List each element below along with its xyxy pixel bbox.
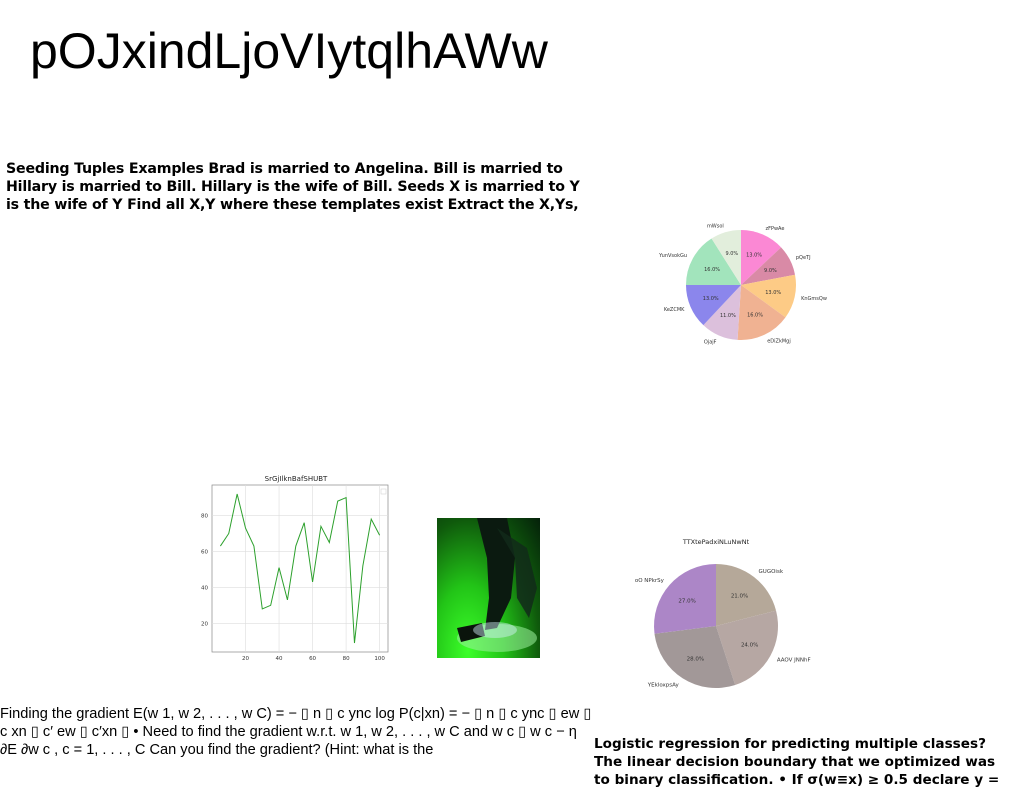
pie1-pct-label: 13.0% — [703, 296, 719, 302]
x-tick-label: 80 — [343, 656, 350, 662]
pie2-pct-label: 27.0% — [678, 599, 695, 605]
pie2-legend-label: AAOV JNNhF — [777, 657, 811, 663]
x-tick-label: 40 — [276, 656, 283, 662]
pie1-legend-label: KnGmsQw — [801, 296, 827, 302]
pie1-legend-label: pQeTJ — [796, 255, 811, 261]
pie2-legend-label: GUGOisk — [759, 569, 784, 575]
pie1-slice-YunVsokGu — [686, 238, 741, 285]
pie1-legend-label: zFPwAe — [765, 226, 784, 232]
logistic-line-1: Logistic regression for predicting multi… — [594, 736, 986, 752]
x-tick-label: 60 — [309, 656, 316, 662]
pie2-slice-YEkloxpsAy — [654, 626, 736, 688]
pie1-slice-eDiZkMgj — [737, 285, 786, 340]
page-title: pOJxindLjoVIytqlhAWw — [30, 23, 548, 79]
pie1-pct-label: 9.0% — [725, 251, 738, 257]
line-chart-frame — [211, 484, 389, 653]
pie1-legend-label: KeZCMK — [664, 307, 685, 313]
x-tick-label: 100 — [374, 656, 385, 662]
line-chart-title: SrGjIlknBafSHUBT — [265, 475, 328, 483]
seeding-tuples-text: Seeding Tuples Examples Brad is married … — [6, 161, 580, 213]
line-chart: SrGjIlknBafSHUBT 20 40 60 80 100 20 40 60 80 — [201, 475, 389, 662]
pie1-pct-label: 9.0% — [764, 268, 777, 274]
pie2-pct-label: 24.0% — [741, 642, 758, 648]
pie-chart-2: TTXtePadxiNLuNwNt 21.0% GUGOisk 24.0% AAOV … — [635, 538, 811, 689]
pie1-slice-KeZCMK — [686, 285, 741, 326]
pie2-pct-label: 28.0% — [687, 656, 704, 662]
pie2-pct-label: 21.0% — [731, 594, 748, 600]
pie1-legend-label: eDiZkMgj — [767, 338, 791, 344]
gradient-text: Finding the gradient E(w 1, w 2, . . . ,… — [0, 706, 592, 758]
x-tick-label: 20 — [242, 656, 249, 662]
pie1-legend-label: YunVsokGu — [658, 253, 687, 259]
pie2-legend-label: oO NPkrSy — [635, 578, 665, 584]
pie1-slice-OjajF — [703, 285, 741, 340]
line-series — [219, 493, 381, 644]
photo-shapes — [457, 518, 537, 652]
pie1-slice-KnGmsQw — [741, 274, 796, 318]
pie1-pct-label: 11.0% — [720, 313, 736, 319]
pie2-slice-AAOV JNNhF — [716, 610, 778, 685]
legend-box — [380, 488, 387, 495]
photo-figure — [437, 518, 540, 658]
pie1-pct-label: 13.0% — [746, 252, 762, 258]
y-tick-label: 20 — [201, 621, 208, 627]
pie-chart-1: 13.0% zFPwAe 9.0% pQeTJ 13.0% KnGmsQw 16.0% eDi… — [658, 224, 827, 346]
pie1-legend-label: mWsol — [707, 224, 724, 230]
logistic-line-3: to binary classification. • If σ(w≡x) ≥ … — [594, 772, 1000, 788]
pie1-slice-mWsol — [711, 230, 741, 285]
pie1-pct-label: 13.0% — [765, 290, 781, 296]
pie1-slice-pQeTJ — [741, 247, 796, 285]
pie2-slice-oO NPkrSy — [654, 564, 716, 634]
pie1-legend-label: OjajF — [704, 339, 717, 345]
y-tick-label: 40 — [201, 585, 208, 591]
pie2-legend-label: YEkloxpsAy — [647, 683, 680, 689]
pie-chart-2-title: TTXtePadxiNLuNwNt — [682, 538, 750, 546]
y-tick-label: 60 — [201, 549, 208, 555]
logistic-regression-text: Logistic regression for predicting multi… — [594, 735, 1024, 789]
logistic-line-2: The linear decision boundary that we opt… — [594, 754, 996, 770]
pie1-pct-label: 16.0% — [747, 313, 763, 319]
y-tick-label: 80 — [201, 514, 208, 520]
pie1-pct-label: 16.0% — [704, 267, 720, 273]
pie1-slice-zFPwAe — [741, 230, 782, 285]
pie2-slice-GUGOisk — [716, 564, 777, 626]
